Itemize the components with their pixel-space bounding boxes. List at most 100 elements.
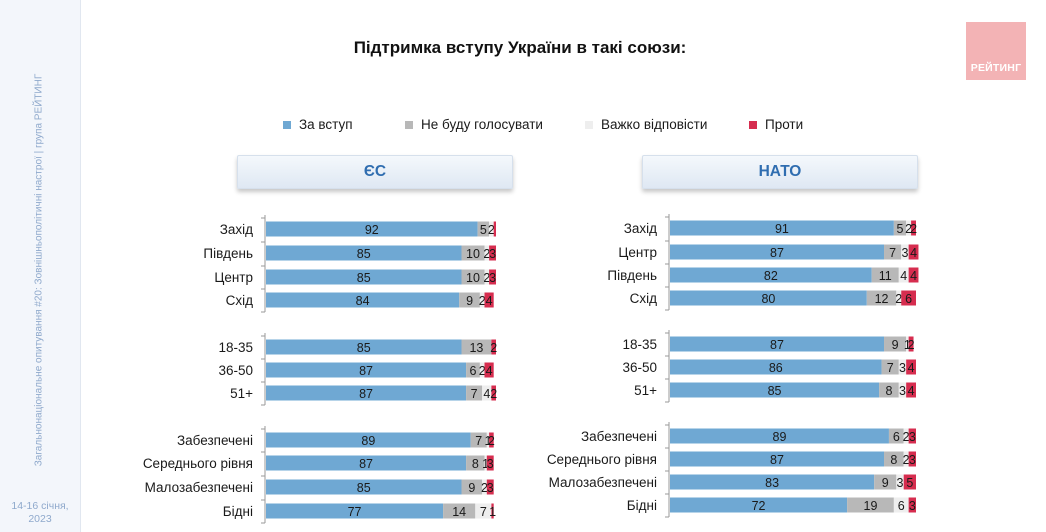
bar-segment-support-nato (670, 497, 848, 513)
bar-segment-hard-to-say-nato (898, 382, 907, 398)
data-label-against-eu: 3 (487, 481, 494, 495)
bar-segment-not-vote-nato (893, 220, 907, 236)
bar-segment-hard-to-say-nato (901, 244, 909, 260)
data-label-against-nato: 4 (910, 246, 917, 260)
bar-segment-hard-to-say-nato (896, 474, 904, 490)
data-label-against-eu: 4 (486, 364, 493, 378)
bar-segment-against-eu (491, 339, 496, 355)
data-label-against-eu: 3 (487, 457, 494, 471)
bar-segment-support-eu (266, 245, 462, 261)
data-label-not-vote-eu: 6 (470, 364, 477, 378)
data-label-hard-to-say-eu: 2 (479, 364, 486, 378)
data-label-support-eu: 87 (359, 387, 373, 401)
bar-segment-support-eu (266, 432, 471, 448)
data-label-support-eu: 85 (357, 481, 371, 495)
bar-segment-hard-to-say-nato (906, 336, 909, 352)
data-label-support-eu: 85 (357, 247, 371, 261)
data-label-not-vote-nato: 8 (885, 384, 892, 398)
data-label-against-eu: 2 (490, 341, 497, 355)
bar-segment-against-eu (486, 455, 494, 471)
data-label-support-eu: 84 (356, 294, 370, 308)
data-label-against-nato: 5 (906, 476, 913, 490)
bar-segment-support-nato (670, 290, 867, 306)
data-label-against-eu: 4 (486, 294, 493, 308)
bar-segment-against-eu (491, 503, 494, 519)
data-label-against-eu: 3 (489, 247, 496, 261)
data-label-hard-to-say-nato: 2 (903, 430, 910, 444)
data-label-against-nato: 4 (908, 384, 915, 398)
category-label-eu: Захід (220, 222, 253, 237)
category-label-eu: 18-35 (218, 340, 253, 355)
bar-segment-support-nato (670, 244, 885, 260)
data-label-support-nato: 72 (752, 499, 766, 513)
data-label-support-nato: 85 (768, 384, 782, 398)
data-label-hard-to-say-eu: 1 (484, 434, 491, 448)
data-label-hard-to-say-nato: 2 (905, 222, 912, 236)
data-label-hard-to-say-nato: 2 (895, 292, 902, 306)
bar-segment-not-vote-nato (884, 336, 907, 352)
bar-segment-not-vote-eu (461, 339, 492, 355)
data-label-not-vote-eu: 10 (466, 271, 480, 285)
data-label-not-vote-nato: 7 (889, 246, 896, 260)
bar-segment-hard-to-say-nato (903, 451, 909, 467)
bar-segment-not-vote-nato (874, 474, 897, 490)
category-label-nato: Центр (618, 245, 657, 260)
bar-segment-against-eu (491, 385, 496, 401)
category-label-eu: Південь (203, 246, 253, 261)
bar-segment-not-vote-eu (461, 245, 485, 261)
bar-segment-support-nato (670, 382, 880, 398)
category-label-eu: 51+ (230, 386, 253, 401)
data-label-hard-to-say-eu: 2 (488, 223, 495, 237)
bar-segment-against-nato (908, 267, 919, 283)
data-label-support-eu: 85 (357, 271, 371, 285)
data-label-support-nato: 89 (773, 430, 787, 444)
bar-segment-against-eu (484, 292, 494, 308)
bar-segment-hard-to-say-eu (486, 432, 490, 448)
bar-segment-not-vote-eu (461, 479, 483, 495)
category-label-nato: Бідні (627, 498, 657, 513)
bar-segment-not-vote-nato (879, 382, 899, 398)
data-label-hard-to-say-eu: 1 (482, 457, 489, 471)
bar-segment-not-vote-eu (466, 385, 483, 401)
data-label-support-nato: 86 (769, 361, 783, 375)
bar-segment-against-eu (486, 479, 494, 495)
bar-segment-support-nato (670, 267, 872, 283)
data-label-support-eu: 92 (365, 223, 379, 237)
category-label-eu: Середнього рівня (143, 456, 253, 471)
bar-segment-not-vote-nato (884, 451, 904, 467)
bar-segment-support-eu (266, 292, 460, 308)
category-label-nato: Захід (624, 221, 657, 236)
data-label-against-nato: 4 (910, 269, 917, 283)
bar-segment-against-nato (906, 382, 916, 398)
data-label-hard-to-say-eu: 2 (483, 271, 490, 285)
data-label-support-eu: 77 (348, 505, 362, 519)
data-label-hard-to-say-eu: 4 (483, 387, 490, 401)
data-label-against-eu: 2 (490, 387, 497, 401)
rating-logo: РЕЙТИНГ (966, 22, 1026, 80)
bar-segment-support-eu (266, 221, 478, 237)
data-label-against-nato: 3 (909, 430, 916, 444)
data-label-support-eu: 89 (361, 434, 375, 448)
category-label-nato: Забезпечені (581, 429, 657, 444)
data-label-support-eu: 85 (357, 341, 371, 355)
data-label-against-nato: 3 (909, 453, 916, 467)
bar-segment-not-vote-eu (461, 269, 485, 285)
bar-segment-not-vote-nato (881, 359, 899, 375)
category-label-nato: 36-50 (622, 360, 657, 375)
bar-segment-hard-to-say-eu (482, 385, 492, 401)
bar-segment-hard-to-say-eu (484, 245, 490, 261)
data-label-hard-to-say-nato: 3 (899, 361, 906, 375)
data-label-hard-to-say-nato: 3 (901, 246, 908, 260)
category-label-nato: Малозабезпечені (549, 475, 657, 490)
category-label-eu: Схід (226, 293, 253, 308)
bar-segment-hard-to-say-eu (482, 479, 487, 495)
bar-segment-hard-to-say-eu (489, 221, 494, 237)
data-label-support-eu: 87 (359, 364, 373, 378)
bar-segment-against-eu (489, 269, 496, 285)
bar-segment-support-eu (266, 339, 462, 355)
bar-segment-against-nato (903, 474, 916, 490)
bar-segment-hard-to-say-nato (898, 359, 907, 375)
sidebar: Загальнонаціональне опитування #20: Зовн… (0, 0, 81, 532)
